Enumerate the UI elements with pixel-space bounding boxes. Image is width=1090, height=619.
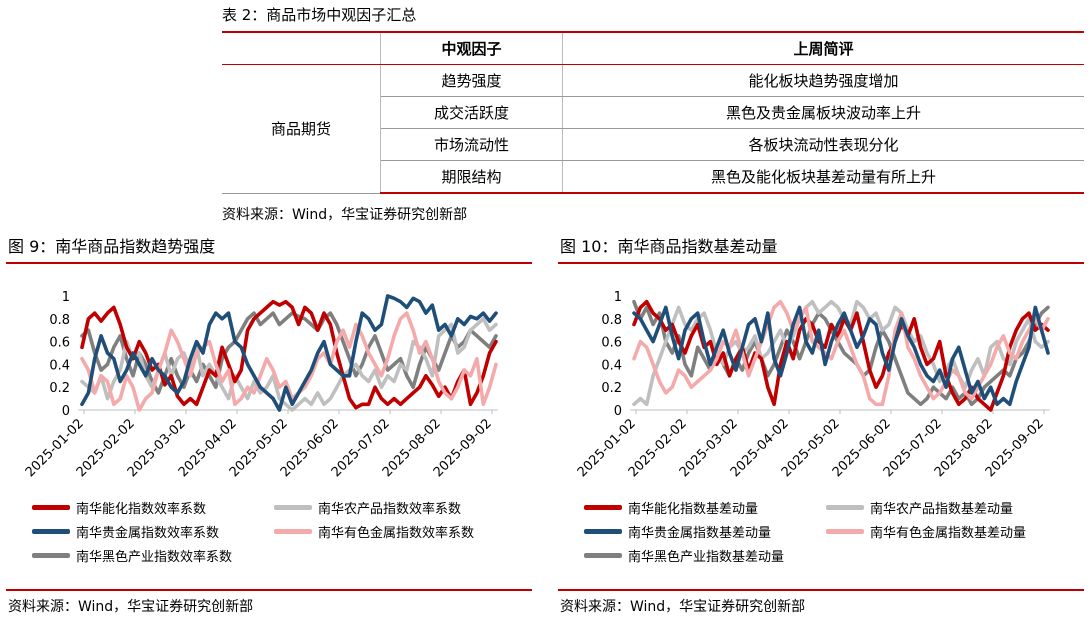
legend-item: 南华有色金属指数效率系数: [274, 522, 474, 541]
legend-item: 南华农产品指数效率系数: [274, 498, 461, 517]
legend-label: 南华有色金属指数基差动量: [870, 526, 1027, 541]
table-row: 市场流动性 各板块流动性表现分化: [222, 128, 1084, 161]
series-line-1: [80, 299, 498, 410]
factor-summary-table: 中观因子 上周简评 商品期货 趋势强度 能化板块趋势强度增加 成交活跃度 黑色及…: [222, 31, 1084, 194]
table-row: 商品期货 趋势强度 能化板块趋势强度增加: [222, 64, 1084, 194]
y-tick-label: 1: [62, 290, 70, 305]
y-tick-label: 0.2: [49, 381, 70, 396]
y-axis: 0 0.2 0.4 0.6 0.8 1: [601, 290, 622, 419]
y-tick-label: 0.8: [49, 313, 70, 328]
legend-swatch: [274, 529, 312, 534]
x-axis: 2025-01-022025-02-022025-03-022025-04-02…: [575, 410, 1047, 480]
legend-item: 南华贵金属指数基差动量: [584, 522, 771, 541]
series-line-3: [632, 305, 1050, 407]
table-header-factor: 中观因子: [380, 31, 563, 65]
figure-9-top-rule: [6, 262, 532, 264]
series-lines: [80, 294, 498, 412]
table-factor-cell: 市场流动性: [380, 128, 563, 161]
legend-swatch: [584, 553, 622, 558]
x-axis: 2025-01-022025-02-022025-03-022025-04-02…: [23, 410, 495, 480]
legend-label: 南华黑色产业指数效率系数: [76, 550, 233, 565]
legend-label: 南华农产品指数基差动量: [870, 502, 1014, 517]
legend-label: 南华农产品指数效率系数: [318, 502, 462, 517]
table-comment-cell: 黑色及能化板块基差动量有所上升: [562, 160, 1084, 194]
table-comment-cell: 各板块流动性表现分化: [562, 128, 1084, 161]
figure-10-source-note: 资料来源：Wind，华宝证券研究创新部: [560, 599, 806, 615]
table-header-row: 中观因子 上周简评: [222, 31, 1084, 65]
y-tick-label: 0.8: [601, 313, 622, 328]
series-line-3: [80, 294, 498, 412]
table-header-empty: [222, 31, 381, 65]
legend-item: 南华有色金属指数基差动量: [826, 522, 1026, 541]
legend-item: 南华能化指数基差动量: [584, 498, 758, 517]
table-row: 期限结构 黑色及能化板块基差动量有所上升: [222, 160, 1084, 194]
legend-swatch: [826, 505, 864, 510]
legend-item: 南华农产品指数基差动量: [826, 498, 1013, 517]
series-line-5: [632, 299, 1050, 407]
series-lines: [632, 299, 1050, 412]
figure-9-chart: 0 0.2 0.4 0.6 0.8 1 2025-01-022025-02-022025-0…: [23, 290, 498, 480]
legend-swatch: [32, 505, 70, 510]
table-factor-cell: 期限结构: [380, 160, 563, 194]
legend-swatch: [32, 529, 70, 534]
legend-swatch: [584, 529, 622, 534]
legend-swatch: [584, 505, 622, 510]
table-factor-cell: 成交活跃度: [380, 96, 563, 129]
legend-swatch: [826, 529, 864, 534]
y-tick-label: 0: [62, 404, 70, 419]
legend-label: 南华能化指数基差动量: [628, 502, 759, 517]
figure-10-bottom-rule: [558, 589, 1084, 591]
series-line-2: [632, 299, 1050, 407]
legend-item: 南华黑色产业指数效率系数: [32, 546, 232, 565]
y-tick-label: 0.4: [49, 358, 70, 373]
figure-9-bottom-rule: [6, 589, 532, 591]
legend-swatch: [274, 505, 312, 510]
table-header-comment: 上周简评: [562, 31, 1084, 65]
figure-9-title: 图 9：南华商品指数趋势强度: [8, 237, 216, 256]
y-tick-label: 1: [614, 290, 622, 305]
table-row: 成交活跃度 黑色及贵金属板块波动率上升: [222, 96, 1084, 129]
figure-9-source-note: 资料来源：Wind，华宝证券研究创新部: [8, 599, 254, 615]
series-line-2: [80, 316, 498, 412]
y-axis: 0 0.2 0.4 0.6 0.8 1: [49, 290, 70, 419]
table-title: 表 2：商品市场中观因子汇总: [222, 6, 417, 24]
legend-label: 南华黑色产业指数基差动量: [628, 550, 785, 565]
legend-item: 南华黑色产业指数基差动量: [584, 546, 784, 565]
legend-label: 南华贵金属指数基差动量: [628, 526, 772, 541]
table-category-cell: 商品期货: [222, 64, 381, 194]
y-tick-label: 0: [614, 404, 622, 419]
legend-label: 南华贵金属指数效率系数: [76, 526, 220, 541]
legend-label: 南华能化指数效率系数: [76, 502, 207, 517]
table-comment-cell: 能化板块趋势强度增加: [562, 64, 1084, 97]
legend-label: 南华有色金属指数效率系数: [318, 526, 475, 541]
series-line-4: [80, 311, 498, 412]
y-tick-label: 0.4: [601, 358, 622, 373]
table-comment-cell: 黑色及贵金属板块波动率上升: [562, 96, 1084, 129]
y-tick-label: 0.6: [601, 336, 622, 351]
table-source-note: 资料来源：Wind，华宝证券研究创新部: [222, 207, 468, 223]
table-factor-cell: 趋势强度: [380, 64, 563, 97]
legend-swatch: [32, 553, 70, 558]
figure-10-title: 图 10：南华商品指数基差动量: [560, 237, 778, 256]
y-tick-label: 0.6: [49, 336, 70, 351]
figure-10-top-rule: [558, 262, 1084, 264]
legend-item: 南华贵金属指数效率系数: [32, 522, 219, 541]
y-tick-label: 0.2: [601, 381, 622, 396]
legend-item: 南华能化指数效率系数: [32, 498, 206, 517]
figure-10-chart: 0 0.2 0.4 0.6 0.8 1 2025-01-022025-02-022025-0…: [575, 290, 1050, 480]
